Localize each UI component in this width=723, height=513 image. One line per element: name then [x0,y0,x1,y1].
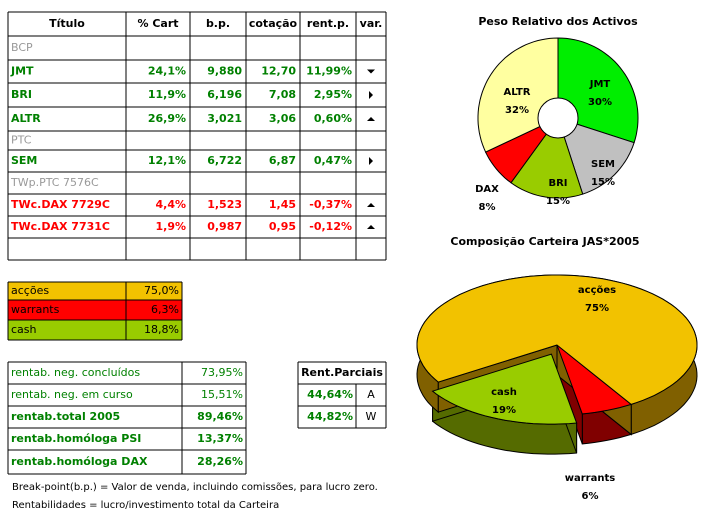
column-header: var. [360,17,383,30]
variation-arrow [369,91,373,99]
footnote: Break-point(b.p.) = Valor de venda, incl… [12,482,378,493]
slice-value: 19% [492,405,516,416]
pie-slice [510,116,584,199]
cell-value: 3,021 [207,112,242,125]
returns-label: rentab. neg. em curso [11,388,133,401]
returns-value: 89,46% [197,410,243,423]
variation-arrow [369,157,373,165]
allocation-cell [8,282,182,300]
allocation-cell [8,300,182,320]
cell-value: 1,523 [207,198,242,211]
chart-title: Composição Carteira JAS*2005 [450,235,639,248]
cell-value: 1,45 [269,198,296,211]
slice-value: 15% [546,196,570,207]
pie-slice [477,37,559,153]
returns-label: rentab.homóloga PSI [11,432,141,445]
partial-value: 44,64% [307,388,353,401]
partial-header: Rent.Parciais [301,366,383,379]
cell-value: 0,47% [314,154,352,167]
cell-value: 6,87 [269,154,296,167]
pie-slice [555,343,633,415]
allocation-label: cash [11,323,37,336]
slice-label: warrants [565,473,615,484]
cell-value: 0,987 [207,220,242,233]
slice-label: cash [491,387,517,398]
cell-value: 1,9% [155,220,186,233]
returns-value: 73,95% [201,366,243,379]
variation-arrow [367,203,375,207]
row-name: ALTR [11,112,41,125]
column-header: % Cart [137,17,178,30]
cell-value: 9,880 [207,65,242,78]
variation-arrow [367,69,375,74]
slice-value: 75% [585,303,609,314]
cell-value: 12,1% [148,154,186,167]
row-name: TWc.DAX 7731C [11,220,110,233]
cell-value: 11,9% [148,88,186,101]
allocation-label: warrants [11,303,60,316]
slice-label: JMT [589,79,611,90]
partial-code: A [367,388,375,401]
cell-value: 12,70 [261,65,296,78]
returns-value: 15,51% [201,388,243,401]
slice-value: 15% [591,177,615,188]
row-name: PTC [11,134,32,147]
variation-arrow [367,117,375,121]
row-name: BRI [11,88,32,101]
cell-value: 11,99% [306,65,352,78]
row-name: SEM [11,154,37,167]
variation-arrow [367,225,375,229]
cell-value: 6,722 [207,154,242,167]
pie-slice [431,353,578,425]
cell-value: 6,196 [207,88,242,101]
returns-label: rentab. neg. concluídos [11,366,140,379]
allocation-label: acções [11,284,49,297]
column-header: cotação [249,17,298,30]
allocation-cell [8,320,182,340]
slice-value: 6% [582,491,599,502]
slice-label: ALTR [504,87,531,98]
cell-value: 0,60% [314,112,352,125]
allocation-value: 75,0% [144,284,179,297]
column-header: Título [49,17,85,30]
row-name: JMT [10,65,34,78]
cell-value: 2,95% [314,88,352,101]
donut-hole [537,97,579,139]
slice-value: 30% [588,97,612,108]
cell-value: 7,08 [269,88,296,101]
pie-slice [484,117,559,184]
partial-code: W [366,410,377,423]
cell-value: 3,06 [269,112,296,125]
cell-value: -0,12% [309,220,352,233]
returns-label: rentab.homóloga DAX [11,455,148,468]
row-name: TWc.DAX 7729C [11,198,110,211]
pie-slice [416,274,698,405]
cell-value: 4,4% [155,198,186,211]
returns-value: 28,26% [197,455,243,468]
row-name: BCP [11,41,33,54]
returns-value: 13,37% [197,432,243,445]
slice-label: acções [578,285,616,296]
slice-label: DAX [475,184,499,195]
returns-label: rentab.total 2005 [11,410,120,423]
cell-value: 26,9% [148,112,186,125]
slice-label: SEM [591,159,615,170]
slice-value: 32% [505,105,529,116]
partial-value: 44,82% [307,410,353,423]
slice-label: BRI [548,178,567,189]
allocation-value: 18,8% [144,323,179,336]
slice-value: 8% [479,202,496,213]
row-name: TWp.PTC 7576C [10,176,99,189]
allocation-value: 6,3% [151,303,179,316]
footnote: Rentabilidades = lucro/investimento tota… [12,500,279,511]
cell-value: -0,37% [309,198,352,211]
cell-value: 0,95 [269,220,296,233]
column-header: b.p. [206,17,230,30]
chart-title: Peso Relativo dos Activos [478,15,638,28]
column-header: rent.p. [307,17,349,30]
cell-value: 24,1% [148,65,186,78]
